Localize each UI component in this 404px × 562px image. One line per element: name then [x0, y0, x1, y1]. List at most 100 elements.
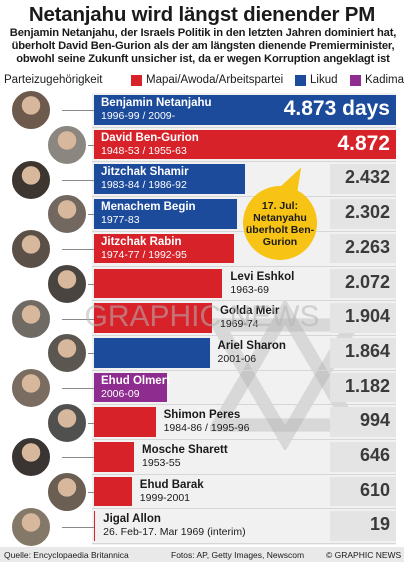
legend-swatch-likud — [295, 75, 306, 86]
bar-name-8: Ehud Olmert — [101, 374, 171, 387]
portrait-photo-5 — [46, 262, 88, 305]
bar-term-0: 1996-99 / 2009- — [101, 110, 176, 122]
row-separator-2 — [92, 196, 396, 198]
legend-text-kadima: Kadima — [365, 74, 404, 86]
bar-term-12: 26. Feb-17. Mar 1969 (interim) — [103, 526, 246, 539]
bar-term-4: 1974-77 / 1992-95 — [101, 248, 187, 261]
row-separator-11 — [92, 508, 396, 510]
value-box-2 — [330, 164, 396, 195]
footer: Quelle: Encyclopaedia Britannica Fotos: … — [0, 547, 404, 562]
bar-9 — [94, 407, 156, 437]
bar-4 — [94, 233, 235, 264]
bar-value-2: 2.432 — [344, 167, 390, 188]
bar-name-3: Menachem Begin — [101, 201, 196, 214]
chart-title: Netanjahu wird längst dienender PM — [28, 3, 376, 26]
row-separator-12 — [92, 543, 396, 545]
portrait-photo-12 — [10, 505, 52, 548]
bar-name-10: Mosche Sharett — [142, 444, 228, 456]
watermark: GRAPHIC NEWS — [84, 300, 320, 333]
portrait-photo-6 — [10, 297, 52, 340]
bar-value-4: 2.263 — [344, 236, 390, 257]
row-separator-8 — [92, 404, 396, 406]
portrait-photo-10 — [10, 436, 52, 479]
footer-credit: © GRAPHIC NEWS — [326, 550, 402, 560]
bar-value-5: 2.072 — [344, 271, 390, 292]
bar-term-8: 2006-09 — [101, 387, 140, 400]
legend-text-labor: Mapai/Awoda/Arbeitspartei — [146, 74, 284, 86]
bar-name-7: Ariel Sharon — [217, 339, 286, 352]
bar-term-5: 1963-69 — [230, 283, 269, 296]
bar-6 — [94, 303, 212, 333]
bar-term-9: 1984-86 / 1995-96 — [163, 422, 250, 435]
value-box-12 — [330, 511, 396, 542]
row-separator-7 — [92, 369, 396, 371]
bar-2 — [94, 164, 245, 195]
value-box-8 — [330, 372, 396, 403]
bar-7 — [94, 337, 210, 368]
bar-name-5: Levi Eshkol — [230, 270, 295, 283]
connector-line-8 — [62, 387, 94, 389]
bar-name-9: Shimon Peres — [163, 409, 241, 422]
portrait-photo-11 — [46, 471, 88, 514]
bar-name-2: Jitzchak Shamir — [101, 166, 189, 179]
bar-value-12: 19 — [369, 514, 390, 535]
connector-line-0 — [62, 110, 94, 112]
portrait-photo-7 — [46, 332, 88, 375]
connector-line-6 — [62, 318, 94, 320]
bar-5 — [94, 268, 223, 299]
bar-10 — [94, 442, 135, 472]
chart-subtitle: Benjamin Netanjahu, der Israels Politik … — [9, 27, 397, 66]
bar-term-11: 1999-2001 — [139, 491, 191, 504]
row-separator-4 — [92, 265, 396, 267]
row-separator-10 — [92, 473, 396, 475]
portrait-photo-0 — [10, 89, 52, 132]
portrait-photo-1 — [46, 124, 88, 167]
value-box-5 — [330, 268, 396, 299]
bar-value-10: 646 — [359, 445, 390, 465]
bar-value-6: 1.904 — [344, 306, 390, 327]
portrait-photo-3 — [46, 193, 88, 236]
row-separator-1 — [92, 161, 396, 163]
value-box-6 — [330, 303, 396, 333]
callout-bubble: 17. Jul: Netanyahu überholt Ben-Gurion — [243, 186, 317, 260]
footer-photos: Fotos: AP, Getty Images, Newscom — [171, 550, 305, 560]
portrait-photo-2 — [10, 158, 52, 201]
bar-0 — [94, 95, 396, 125]
legend-label: Parteizugehörigkeit — [4, 74, 103, 86]
portrait-photo-4 — [10, 228, 52, 271]
bar-name-4: Jitzchak Rabin — [101, 235, 182, 248]
bar-term-7: 2001-06 — [217, 352, 257, 365]
bar-name-12: Jigal Allon — [103, 513, 161, 526]
legend-text-likud: Likud — [310, 74, 338, 86]
bar-value-9: 994 — [359, 410, 390, 431]
bar-term-1: 1948-53 / 1955-63 — [101, 144, 187, 157]
row-separator-6 — [92, 334, 396, 336]
connector-line-10 — [62, 457, 94, 459]
legend: Parteizugehörigkeit Mapai/Awoda/Arbeitsp… — [4, 72, 404, 90]
callout-text: 17. Jul: Netanyahu überholt Ben-Gurion — [245, 200, 315, 248]
row-separator-5 — [92, 300, 396, 302]
legend-swatch-kadima — [350, 75, 361, 86]
bar-term-6: 1969-74 — [219, 318, 259, 331]
bar-term-3: 1977-83 — [101, 214, 140, 227]
bar-12 — [94, 511, 96, 542]
bar-8 — [94, 372, 168, 403]
value-box-3 — [330, 199, 396, 229]
row-separator-0 — [92, 126, 396, 128]
bar-value-3: 2.302 — [344, 202, 390, 223]
bar-name-0: Benjamin Netanjahu — [101, 97, 212, 109]
footer-source: Quelle: Encyclopaedia Britannica — [4, 550, 129, 560]
connector-line-12 — [62, 526, 94, 528]
value-box-11 — [330, 476, 396, 507]
legend-swatch-labor — [131, 75, 142, 86]
bar-name-1: David Ben-Gurion — [101, 131, 199, 144]
bar-value-1: 4.872 — [337, 131, 390, 155]
bar-3 — [94, 199, 237, 229]
bar-name-11: Ehud Barak — [139, 478, 204, 491]
connector-line-2 — [62, 179, 94, 181]
bar-11 — [94, 476, 132, 507]
value-box-4 — [330, 233, 396, 264]
portrait-photo-8 — [10, 366, 52, 409]
bar-value-7: 1.864 — [344, 340, 390, 361]
